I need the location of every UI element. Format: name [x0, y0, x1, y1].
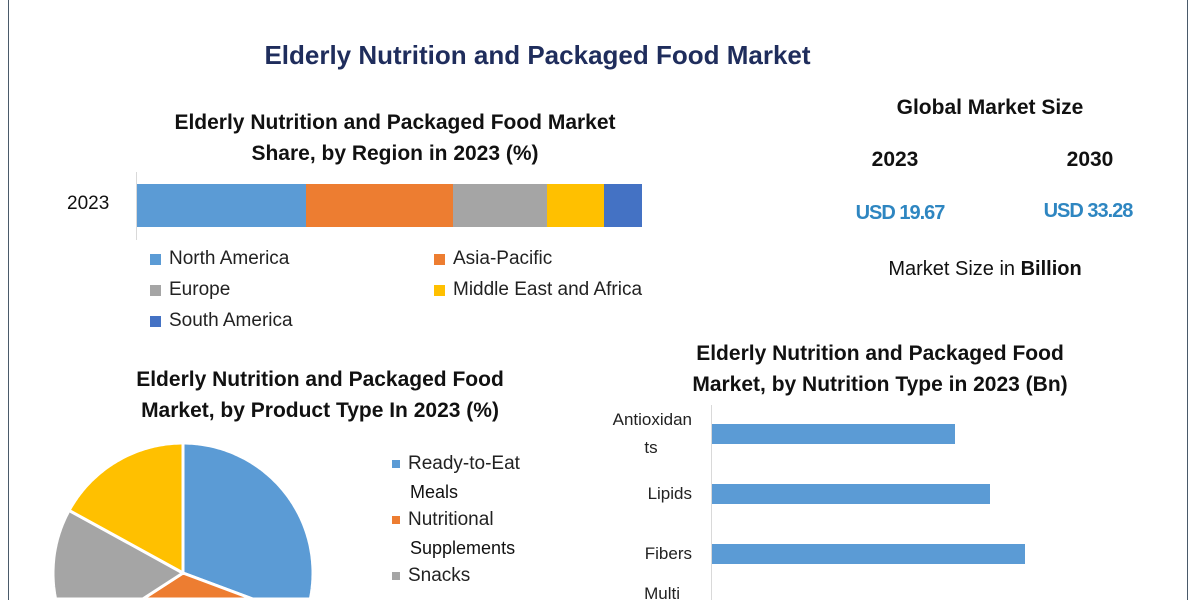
- legend-label: Asia-Pacific: [453, 248, 553, 269]
- segment-middle-east-and-africa: [547, 184, 605, 227]
- legend-north-america: North America: [150, 248, 289, 270]
- segment-asia-pacific: [306, 184, 454, 227]
- bar-lipids: [712, 484, 990, 504]
- nutrition-chart-title-line2: Market, by Nutrition Type in 2023 (Bn): [692, 373, 1068, 396]
- bar-fibers: [712, 544, 1025, 564]
- legend-label: Middle East and Africa: [453, 279, 643, 300]
- segment-north-america: [137, 184, 307, 227]
- legend-nutritional-supplements: Nutritional: [392, 506, 520, 534]
- nutrition-axis: [711, 405, 712, 600]
- cat-line: Antioxidan: [612, 410, 692, 429]
- region-stacked-bar: [137, 184, 642, 227]
- segment-europe: [453, 184, 548, 227]
- cat-lipids: Lipids: [647, 484, 692, 503]
- region-chart-title-line1: Elderly Nutrition and Packaged Food Mark…: [174, 111, 616, 134]
- product-legend: Ready-to-Eat Meals Nutritional Supplemen…: [392, 450, 520, 590]
- product-pie-chart: [51, 441, 315, 600]
- legend-snacks: Snacks: [392, 562, 520, 590]
- region-chart-title: Elderly Nutrition and Packaged Food Mark…: [100, 107, 690, 169]
- legend-label: Ready-to-Eat: [408, 453, 520, 474]
- legend-south-america: South America: [150, 310, 293, 332]
- legend-label: Nutritional: [408, 509, 494, 530]
- region-axis: [136, 172, 137, 240]
- pie-slice-ready-to-eat-meals: [181, 441, 315, 600]
- cat-fibers: Fibers: [644, 544, 692, 563]
- legend-swatch: [392, 516, 400, 524]
- nutrition-chart-title-line1: Elderly Nutrition and Packaged Food: [696, 342, 1064, 365]
- legend-label-cont: Supplements: [410, 538, 516, 558]
- frame-border-right: [1187, 0, 1188, 600]
- pie-slice-nutritional-supplements: [141, 571, 255, 600]
- legend-ready-to-eat: Ready-to-Eat: [392, 450, 520, 478]
- region-chart-title-line2: Share, by Region in 2023 (%): [251, 142, 539, 165]
- segment-south-america: [604, 184, 642, 227]
- legend-label: Snacks: [408, 565, 471, 586]
- legend-swatch: [434, 284, 445, 296]
- nutrition-chart-title: Elderly Nutrition and Packaged Food Mark…: [630, 338, 1130, 400]
- region-category-label: 2023: [67, 193, 110, 214]
- legend-middle-east-africa: Middle East and Africa: [434, 279, 642, 301]
- legend-label-cont: Meals: [410, 482, 459, 502]
- product-chart-title-line2: Market, by Product Type In 2023 (%): [141, 399, 499, 422]
- cat-line: ts: [644, 438, 658, 457]
- legend-asia-pacific: Asia-Pacific: [434, 248, 552, 270]
- legend-europe: Europe: [150, 279, 230, 301]
- market-size-note: Market Size in Billion: [835, 258, 1135, 281]
- legend-label: Europe: [169, 279, 231, 300]
- legend-swatch: [150, 284, 161, 296]
- note-prefix: Market Size in: [888, 258, 1021, 280]
- page-title: Elderly Nutrition and Packaged Food Mark…: [264, 40, 811, 70]
- legend-swatch: [434, 253, 445, 265]
- value-2030: USD 33.28: [1043, 200, 1134, 222]
- frame-border-left: [8, 0, 9, 600]
- legend-swatch: [150, 253, 161, 265]
- product-chart-title: Elderly Nutrition and Packaged Food Mark…: [70, 364, 570, 426]
- year-2030: 2030: [1066, 148, 1114, 171]
- year-2023: 2023: [871, 148, 919, 171]
- cat-multi: Multi: [644, 584, 680, 603]
- bar-antioxidants: [712, 424, 956, 444]
- legend-label: South America: [169, 310, 293, 331]
- cat-antioxidants: Antioxidan ts: [580, 406, 692, 462]
- legend-swatch: [392, 460, 400, 468]
- legend-swatch: [392, 572, 400, 580]
- global-market-heading: Global Market Size: [896, 96, 1084, 119]
- pie-slice-snacks: [51, 508, 185, 600]
- legend-swatch: [150, 315, 161, 327]
- product-chart-title-line1: Elderly Nutrition and Packaged Food: [136, 368, 504, 391]
- note-unit: Billion: [1020, 258, 1082, 280]
- legend-label: North America: [169, 248, 290, 269]
- pie-slice-unlabeled: [67, 441, 185, 575]
- value-2023: USD 19.67: [855, 202, 946, 224]
